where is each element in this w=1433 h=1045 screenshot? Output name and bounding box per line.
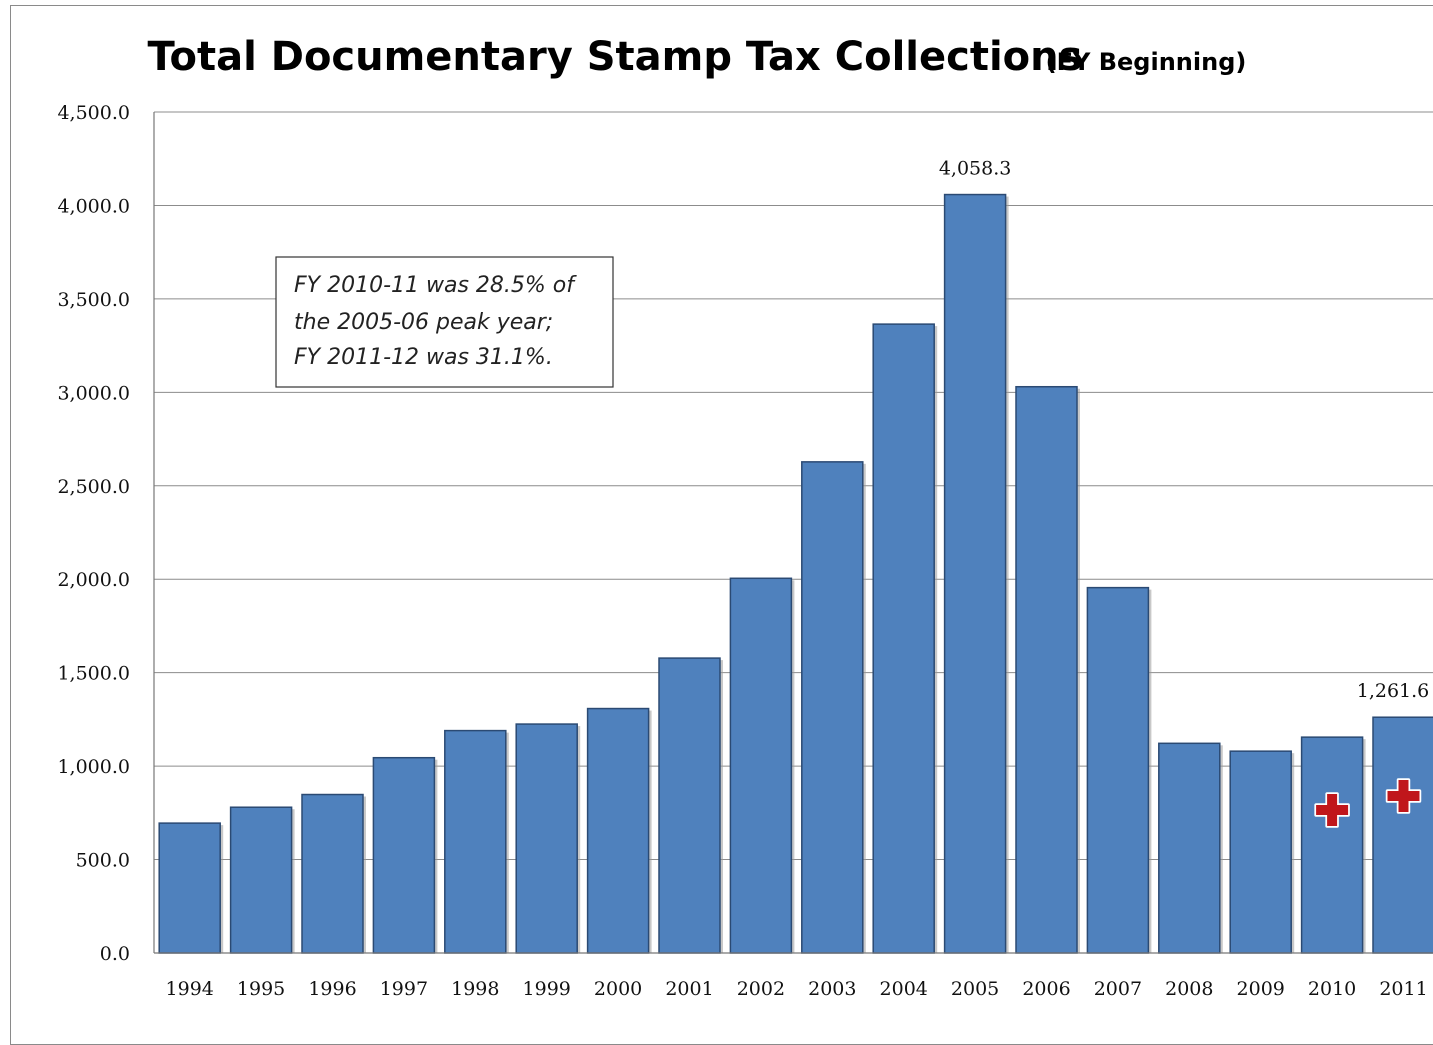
- y-tick-label: 2,500.0: [57, 476, 130, 498]
- bar-1999: [515, 723, 578, 954]
- annotation-line-3: FY 2011-12 was 31.1%.: [294, 345, 553, 370]
- y-tick-label: 4,000.0: [57, 195, 130, 217]
- x-tick-label: 2001: [665, 978, 713, 1000]
- axes: [153, 112, 1433, 954]
- y-axis-ticks: 0.0 500.0 1,000.0 1,500.0 2,000.0 2,500.0 3,00…: [57, 102, 130, 965]
- bar-2009: [1229, 750, 1292, 954]
- bar-1996: [301, 793, 364, 954]
- x-tick-label: 2009: [1237, 978, 1285, 1000]
- y-tick-label: 3,000.0: [57, 382, 130, 404]
- plus-marker-icon: [1314, 792, 1350, 828]
- plus-marker-icon: [1385, 778, 1422, 814]
- bar-2001: [658, 657, 721, 954]
- y-tick-label: 0.0: [100, 943, 130, 965]
- bar-2002: [729, 577, 793, 954]
- x-tick-label: 1999: [523, 978, 571, 1000]
- bar-2005: [943, 193, 1007, 954]
- y-tick-label: 3,500.0: [57, 289, 130, 311]
- x-axis-ticks: 1994 1995 1996 1997 1998 1999 2000 2001 2002 2003…: [166, 978, 1428, 1000]
- x-tick-label: 1995: [237, 978, 285, 1000]
- x-tick-label: 2010: [1308, 978, 1356, 1000]
- annotation-line-2: the 2005-06 peak year;: [294, 310, 553, 335]
- bar-2003: [801, 461, 864, 954]
- bar-1995: [229, 806, 293, 954]
- annotation-line-1: FY 2010-11 was 28.5% of: [294, 273, 577, 298]
- y-tick-label: 2,000.0: [57, 569, 130, 591]
- bar-1994: [158, 822, 221, 954]
- bar-2000: [586, 707, 650, 954]
- annotation-box: FY 2010-11 was 28.5% of the 2005-06 peak…: [275, 256, 614, 388]
- x-tick-label: 2008: [1165, 978, 1213, 1000]
- x-tick-label: 1997: [380, 978, 428, 1000]
- bar-2010: [1300, 736, 1364, 954]
- gridlines: [154, 111, 1433, 861]
- y-tick-label: 1,500.0: [57, 663, 130, 685]
- annotation-border: [275, 256, 614, 388]
- chart-title: Total Documentary Stamp Tax Collections: [148, 34, 1083, 80]
- bar-2004: [872, 323, 935, 954]
- markers: [1314, 778, 1422, 828]
- x-tick-label: 2004: [880, 978, 928, 1000]
- bar-2006: [1015, 385, 1078, 954]
- bars: [158, 193, 1433, 954]
- bar-1998: [444, 729, 507, 954]
- x-tick-label: 2006: [1022, 978, 1070, 1000]
- data-label-2011: 1,261.6: [1357, 680, 1430, 702]
- x-tick-label: 1998: [451, 978, 499, 1000]
- x-tick-label: 1994: [166, 978, 214, 1000]
- chart-subtitle: (FY Beginning): [1046, 48, 1247, 76]
- x-tick-label: 2005: [951, 978, 999, 1000]
- bar-2008: [1158, 742, 1221, 954]
- y-tick-label: 500.0: [76, 850, 130, 872]
- x-tick-label: 2007: [1094, 978, 1142, 1000]
- x-tick-label: 2002: [737, 978, 785, 1000]
- x-tick-label: 2003: [808, 978, 856, 1000]
- y-tick-label: 1,000.0: [57, 756, 130, 778]
- bar-2011: [1372, 716, 1433, 954]
- x-tick-label: 1996: [308, 978, 356, 1000]
- bar-1997: [372, 756, 436, 954]
- data-label-2005: 4,058.3: [939, 158, 1012, 180]
- x-tick-label: 2011: [1379, 978, 1427, 1000]
- x-tick-label: 2000: [594, 978, 642, 1000]
- data-labels: 4,058.3 1,261.6: [939, 158, 1429, 703]
- y-tick-label: 4,500.0: [57, 102, 130, 124]
- bar-2007: [1086, 586, 1150, 954]
